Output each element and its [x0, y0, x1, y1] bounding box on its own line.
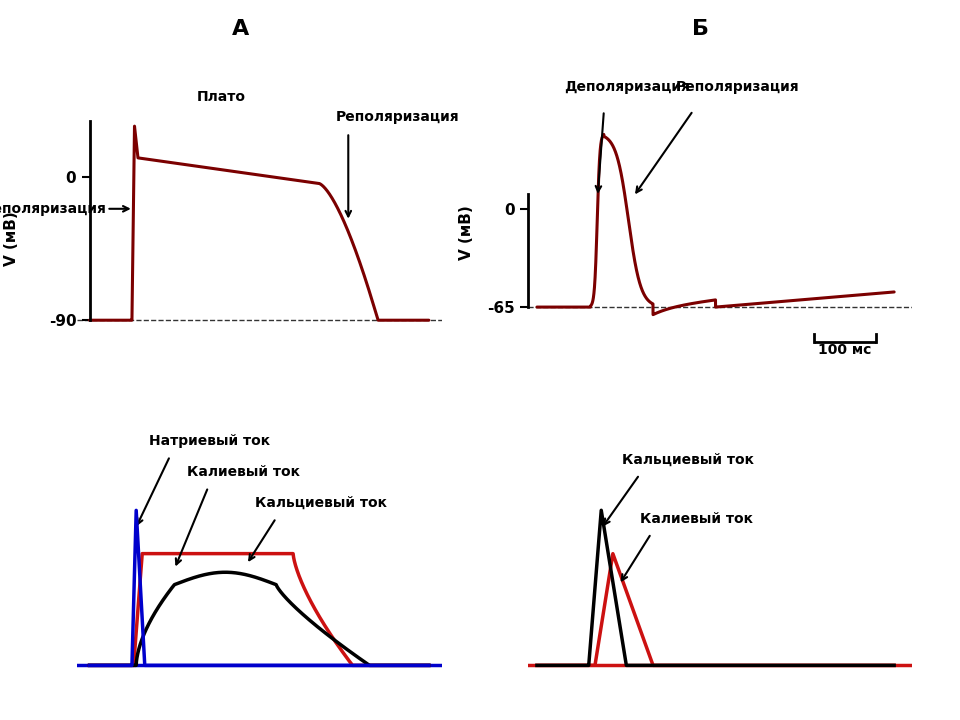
Text: Б: Б: [692, 19, 709, 40]
Text: Реполяризация: Реполяризация: [336, 110, 459, 125]
Text: Плато: Плато: [197, 89, 246, 104]
Text: 100 мс: 100 мс: [818, 343, 872, 357]
Text: Кальциевый ток: Кальциевый ток: [622, 453, 754, 467]
Text: А: А: [232, 19, 250, 40]
Text: Реполяризация: Реполяризация: [675, 80, 799, 94]
Text: Деполяризация: Деполяризация: [564, 80, 689, 94]
Text: V (мВ): V (мВ): [459, 206, 474, 261]
Text: Натриевый ток: Натриевый ток: [149, 434, 270, 448]
Text: V (мВ): V (мВ): [4, 212, 18, 266]
Text: Калиевый ток: Калиевый ток: [639, 512, 753, 526]
Text: Кальциевый ток: Кальциевый ток: [255, 496, 387, 510]
Text: Деполяризация: Деполяризация: [0, 202, 107, 216]
Text: Калиевый ток: Калиевый ток: [187, 465, 300, 479]
